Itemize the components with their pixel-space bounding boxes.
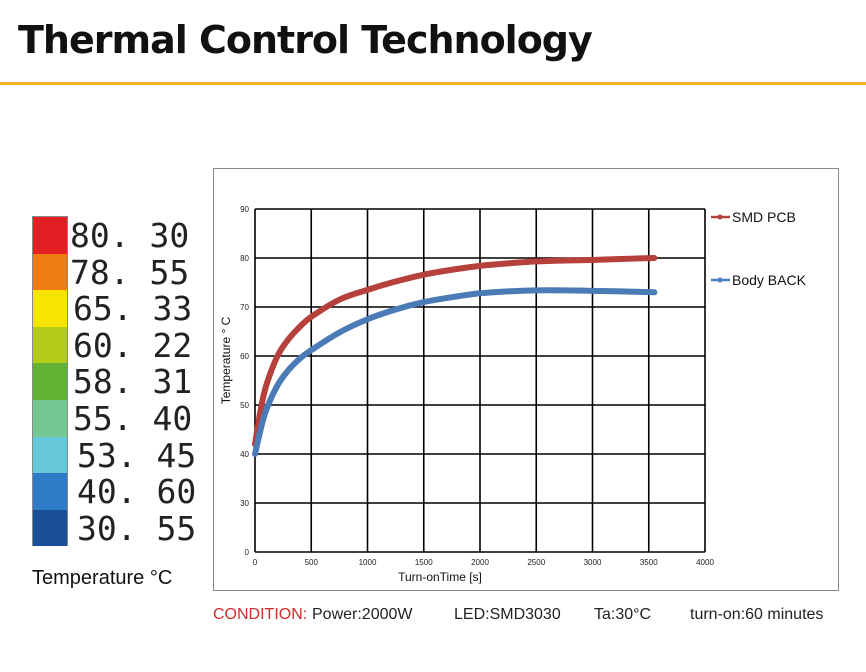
data-point bbox=[620, 291, 621, 292]
data-point bbox=[536, 290, 537, 291]
x-tick-label: 1000 bbox=[359, 558, 377, 567]
data-point bbox=[654, 292, 655, 293]
color-swatch bbox=[33, 326, 67, 364]
series-line-body-back bbox=[252, 287, 658, 457]
color-scale-label: 53. 45 bbox=[77, 435, 197, 475]
data-point bbox=[654, 258, 655, 259]
x-tick-label: 0 bbox=[253, 558, 258, 567]
color-scale-label: 60. 22 bbox=[73, 325, 193, 365]
y-tick-label: 0 bbox=[245, 548, 250, 557]
color-scale-label: 30. 55 bbox=[77, 508, 197, 548]
condition-label: CONDITION: bbox=[213, 606, 308, 623]
x-tick-label: 1500 bbox=[415, 558, 433, 567]
data-point bbox=[311, 350, 312, 351]
color-scale-label: 58. 31 bbox=[73, 362, 193, 402]
color-scale-label: 78. 55 bbox=[70, 252, 190, 292]
title-divider bbox=[0, 82, 866, 85]
y-tick-label: 80 bbox=[240, 254, 249, 263]
y-axis-label: Temperature ° C bbox=[219, 316, 233, 404]
y-tick-label: 50 bbox=[240, 401, 249, 410]
y-tick-label: 30 bbox=[240, 499, 249, 508]
color-swatch bbox=[33, 253, 67, 291]
data-point bbox=[564, 260, 565, 261]
legend-label: Body BACK bbox=[732, 272, 807, 288]
y-tick-label: 90 bbox=[240, 205, 249, 214]
color-swatch bbox=[33, 436, 67, 474]
data-point bbox=[620, 258, 621, 259]
temperature-line-chart: 0 500 1000 1500 2000 2500 3000 3500 4000 0 30 40 50 6… bbox=[219, 205, 807, 584]
data-point bbox=[288, 369, 289, 370]
data-point bbox=[255, 454, 256, 455]
data-point bbox=[277, 385, 278, 386]
x-axis-label: Turn-onTime [s] bbox=[398, 570, 482, 584]
legend-marker bbox=[717, 277, 723, 283]
data-point bbox=[423, 302, 424, 303]
x-tick-label: 3500 bbox=[640, 558, 658, 567]
chart-frame: 0 500 1000 1500 2000 2500 3000 3500 4000 0 30 40 50 6… bbox=[213, 168, 839, 591]
x-tick-label: 4000 bbox=[696, 558, 714, 567]
x-tick-label: 3000 bbox=[584, 558, 602, 567]
color-swatch bbox=[33, 290, 67, 327]
color-scale-label: 55. 40 bbox=[73, 399, 193, 438]
y-tick-label: 70 bbox=[240, 303, 249, 312]
series-line-smd-pcb bbox=[252, 255, 658, 448]
data-point bbox=[266, 409, 267, 410]
data-point bbox=[266, 385, 267, 386]
data-point bbox=[508, 291, 509, 292]
data-point bbox=[480, 293, 481, 294]
x-tick-label: 2500 bbox=[527, 558, 545, 567]
y-tick-label: 40 bbox=[240, 450, 249, 459]
y-tick-label: 60 bbox=[240, 352, 249, 361]
data-point bbox=[508, 263, 509, 264]
condition-led: LED:SMD3030 bbox=[454, 606, 561, 623]
data-point bbox=[480, 265, 481, 266]
color-scale-label: 65. 33 bbox=[73, 289, 193, 329]
data-point bbox=[451, 269, 452, 270]
color-swatch bbox=[33, 509, 67, 547]
data-point bbox=[592, 290, 593, 291]
condition-turn-on: turn-on:60 minutes bbox=[690, 606, 824, 623]
data-point bbox=[395, 309, 396, 310]
legend-label: SMD PCB bbox=[732, 209, 796, 225]
data-point bbox=[367, 319, 368, 320]
data-point bbox=[423, 274, 424, 275]
color-scale-caption: Temperature °C bbox=[32, 567, 173, 589]
data-point bbox=[277, 356, 278, 357]
x-tick-label: 2000 bbox=[471, 558, 489, 567]
data-point bbox=[300, 358, 301, 359]
temperature-color-scale bbox=[32, 216, 68, 547]
color-swatch bbox=[33, 473, 67, 510]
condition-power: Power:2000W bbox=[312, 606, 413, 623]
page-title: Thermal Control Technology bbox=[18, 18, 593, 62]
data-point bbox=[339, 332, 340, 333]
color-scale-label: 40. 60 bbox=[77, 472, 197, 512]
data-point bbox=[311, 316, 312, 317]
data-point bbox=[536, 261, 537, 262]
data-point bbox=[300, 326, 301, 327]
x-tick-label: 500 bbox=[305, 558, 319, 567]
legend-marker bbox=[717, 214, 723, 220]
data-point bbox=[339, 299, 340, 300]
color-swatch bbox=[33, 363, 67, 400]
condition-ta: Ta:30°C bbox=[594, 606, 652, 623]
color-swatch bbox=[33, 399, 67, 437]
color-scale-label: 80. 30 bbox=[70, 216, 190, 255]
data-point bbox=[592, 259, 593, 260]
data-point bbox=[367, 289, 368, 290]
data-point bbox=[395, 281, 396, 282]
data-point bbox=[451, 297, 452, 298]
data-point bbox=[564, 290, 565, 291]
data-point bbox=[260, 429, 261, 430]
color-swatch bbox=[33, 217, 67, 254]
data-point bbox=[288, 338, 289, 339]
data-point bbox=[260, 409, 261, 410]
